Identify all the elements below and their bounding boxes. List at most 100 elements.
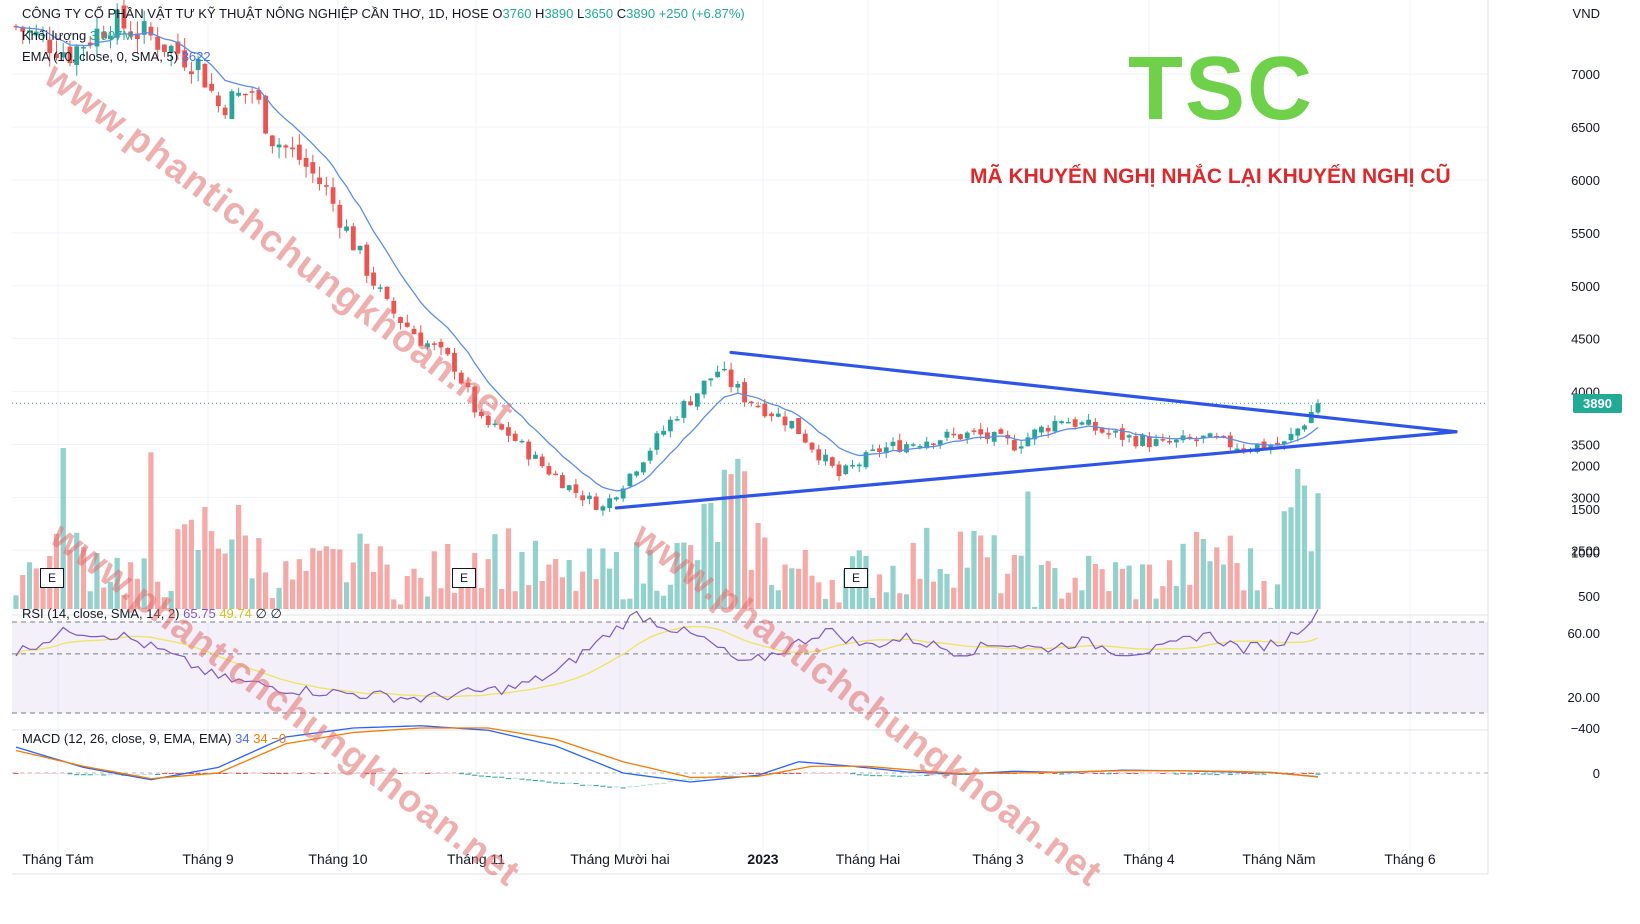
candle-body [188,71,194,75]
volume-bar [809,575,815,609]
candle-body [256,89,262,100]
volume-bar [546,564,552,609]
macd-histogram-bar [1092,773,1098,774]
open-value: 3760 [502,6,532,21]
candle-body [40,34,46,36]
volume-bar [634,542,640,609]
candle-body [94,28,100,47]
macd-histogram-bar [566,782,572,784]
earnings-marker[interactable]: E [40,568,64,588]
volume-bar [1234,563,1240,609]
candle-body [323,185,329,187]
macd-histogram-bar [195,773,201,774]
macd-histogram-bar [377,773,383,774]
candle-body [661,430,667,435]
volume-bar [573,590,579,609]
candle-body [620,488,626,499]
axes: VND 700065006000550050004500400035003000… [22,6,1600,867]
macd-histogram-bar [890,775,896,777]
candle-body [917,445,923,448]
volume-bar [209,531,215,609]
macd-histogram-bar [276,773,282,774]
candle-body [121,5,127,29]
macd-histogram-bar [910,775,916,777]
volume-bar [222,553,228,609]
candle-body [890,441,896,446]
macd-histogram-bar [1032,773,1038,774]
volume-bar [708,502,714,609]
volume-bar [26,562,33,609]
volume-bar [1214,547,1220,609]
volume-bar [829,579,835,609]
volume-bar [890,565,896,609]
volume-bar [1308,551,1314,609]
macd-histogram-bar [627,786,633,788]
volume-bar [418,577,424,609]
macd-histogram-bar [856,774,862,776]
macd-histogram-bar [1133,773,1139,774]
candle-body [816,449,822,461]
volume-bar [762,537,768,609]
low-value: 3650 [584,6,614,21]
macd-histogram-bar [114,773,120,775]
candle-body [971,430,977,432]
volume-bar [80,547,87,609]
macd-histogram-bar [1072,773,1078,775]
macd-histogram-bar [310,773,316,774]
candle-body [465,382,471,388]
volume-bar [182,524,188,609]
macd-histogram-bar [1234,773,1240,775]
macd-histogram-bar [1086,773,1092,774]
volume-bar [1106,591,1112,609]
currency-label: VND [1573,6,1600,21]
macd-histogram-bar [411,773,417,774]
candle-body [701,380,707,395]
candle-body [674,419,680,421]
macd-histogram-bar [1193,773,1200,774]
macd-histogram-bar [1146,773,1152,774]
volume-bar [951,587,957,609]
candle-body [425,343,430,348]
earnings-marker[interactable]: E [452,568,476,588]
volume-bar [1086,555,1092,609]
macd-histogram-bar [1180,773,1186,774]
candle-body [27,30,32,33]
macd-histogram-bar [1079,773,1085,774]
macd-histogram-bar [1220,773,1227,775]
earnings-marker[interactable]: E [844,568,868,588]
candle-body [1099,428,1105,433]
volume-bar [74,532,80,609]
macd-histogram-bar [586,784,593,786]
macd-histogram-bar [296,773,302,774]
volume-bar [735,458,741,609]
volume-bar [1038,565,1045,609]
volume-bar [930,581,937,609]
macd-histogram-bar [303,773,309,774]
macd-histogram-bar [1038,773,1045,774]
volume-tick-label: 2000 [1571,458,1600,473]
candle-body [391,300,397,314]
volume-bar [397,604,404,609]
candle-body [654,433,660,450]
macd-histogram-bar [526,779,532,781]
volume-bar [316,550,323,609]
volume-bar [607,568,613,609]
volume-bar [337,549,343,609]
macd-legend: MACD (12, 26, close, 9, EMA, EMA) 34 34 … [22,731,287,746]
month-label: Tháng 10 [308,851,367,867]
candle-body [580,495,586,501]
volume-bar [917,578,923,609]
volume-bar [499,589,505,609]
candle-body [951,433,957,436]
close-value: 3890 [626,6,656,21]
macd-histogram-bar [654,783,660,785]
macd-histogram-bar [728,774,734,776]
volume-bar [526,585,532,609]
candle-body [438,341,444,348]
candle-body [823,454,828,462]
macd-histogram-bar [944,774,950,776]
macd-histogram-bar [256,773,262,774]
volume-bar [532,540,539,609]
macd-histogram-bar [53,773,60,774]
